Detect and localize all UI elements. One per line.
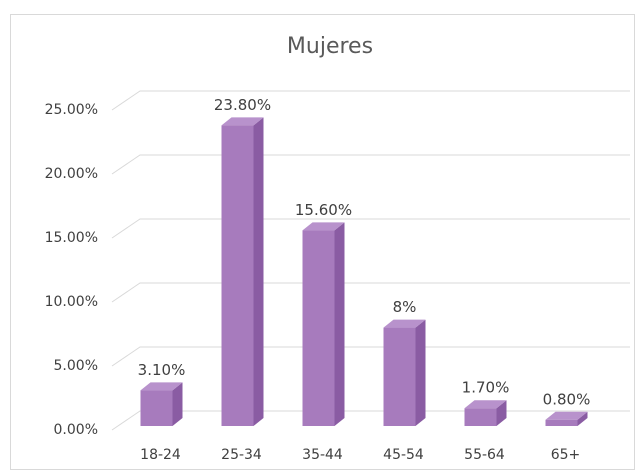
grid-line bbox=[111, 346, 630, 367]
grid-line bbox=[111, 154, 630, 175]
data-label: 15.60% bbox=[295, 201, 352, 219]
grid-line bbox=[111, 218, 630, 239]
bar-top bbox=[140, 382, 183, 391]
bar bbox=[545, 419, 578, 426]
x-tick-label: 25-34 bbox=[221, 447, 262, 463]
y-tick-label: 15.00% bbox=[45, 230, 98, 246]
data-label: 23.80% bbox=[214, 96, 271, 114]
bar-top bbox=[545, 411, 588, 420]
grid-line bbox=[111, 282, 630, 303]
y-tick-label: 10.00% bbox=[45, 294, 98, 310]
y-tick-label: 25.00% bbox=[45, 102, 98, 118]
data-label: 0.80% bbox=[543, 390, 591, 408]
data-label: 3.10% bbox=[138, 361, 186, 379]
x-tick-label: 65+ bbox=[551, 447, 581, 463]
y-tick-label: 5.00% bbox=[54, 358, 98, 374]
x-tick-label: 55-64 bbox=[464, 447, 505, 463]
bar-side bbox=[253, 117, 264, 427]
bar bbox=[302, 230, 335, 426]
bar-side bbox=[496, 400, 507, 426]
bar-side bbox=[415, 319, 426, 426]
bar-top bbox=[383, 319, 426, 328]
bar-side bbox=[577, 411, 588, 426]
bar-side bbox=[334, 222, 345, 426]
bar bbox=[464, 408, 497, 426]
bar-top bbox=[302, 222, 345, 231]
x-tick-label: 35-44 bbox=[302, 447, 343, 463]
data-label: 1.70% bbox=[462, 379, 510, 397]
chart-title: Mujeres bbox=[287, 34, 373, 59]
grid-line bbox=[111, 90, 630, 111]
x-tick-label: 45-54 bbox=[383, 447, 424, 463]
bar-top bbox=[464, 400, 507, 409]
bar bbox=[383, 327, 416, 426]
bar-side bbox=[172, 382, 183, 426]
data-label: 8% bbox=[393, 298, 417, 316]
bar-top bbox=[221, 117, 264, 126]
bar bbox=[221, 125, 254, 427]
x-tick-label: 18-24 bbox=[140, 447, 181, 463]
bar bbox=[140, 390, 173, 426]
y-tick-label: 0.00% bbox=[54, 422, 98, 438]
y-tick-label: 20.00% bbox=[45, 166, 98, 182]
